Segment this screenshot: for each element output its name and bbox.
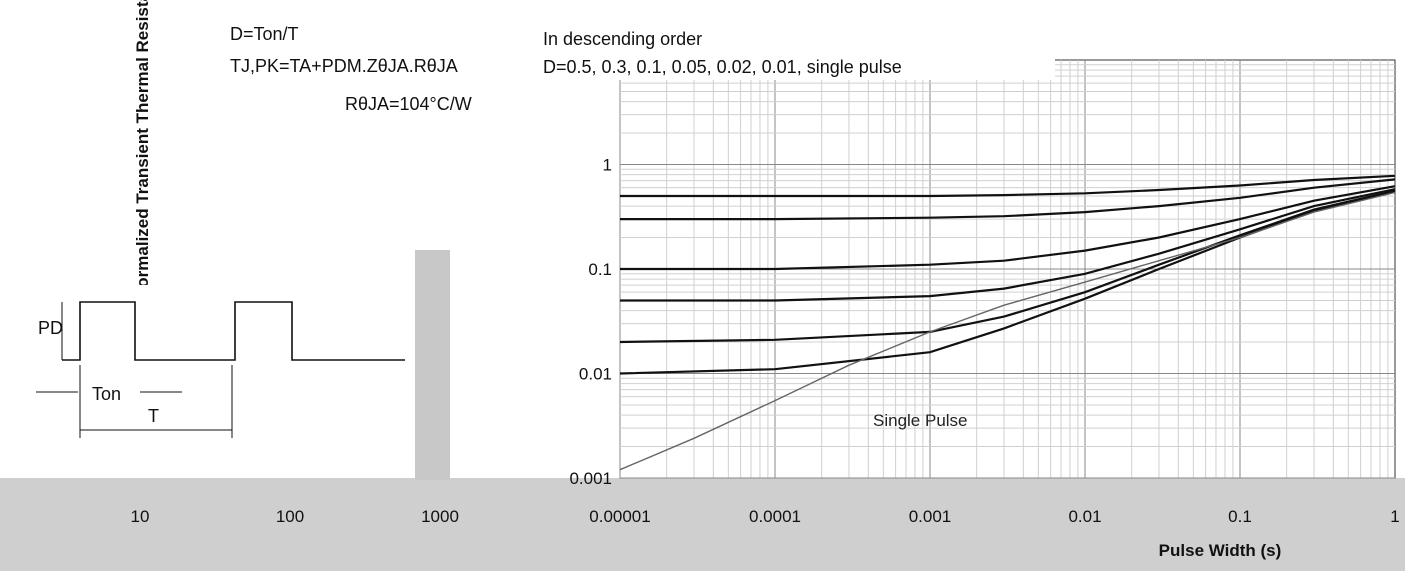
- order-title: In descending order: [543, 29, 702, 49]
- order-list: D=0.5, 0.3, 0.1, 0.05, 0.02, 0.01, singl…: [543, 57, 902, 77]
- series-line-d-0-01: [619, 190, 1396, 375]
- left-axis-tick-label: 1000: [421, 507, 459, 526]
- x-axis-title: Pulse Width (s): [1159, 541, 1282, 560]
- bottom-axis-band: [0, 478, 1405, 571]
- formula-box: [220, 18, 500, 98]
- pulse-waveform: [62, 301, 405, 361]
- series-line-d-0-1: [620, 185, 1396, 271]
- x-tick-label: 0.1: [1228, 507, 1252, 526]
- x-tick-label: 0.001: [909, 507, 952, 526]
- x-tick-label: 0.00001: [589, 507, 650, 526]
- x-tick-label: 0.01: [1068, 507, 1101, 526]
- order-box: [535, 18, 1055, 80]
- y-tick-label: 0.1: [588, 260, 612, 279]
- inset-ton-label: Ton: [92, 384, 121, 404]
- x-tick-label: 1: [1390, 507, 1399, 526]
- series-line-single-pulse: [619, 191, 1396, 471]
- series-line-d-0-3: [620, 178, 1396, 221]
- y-axis-title: Normalized Transient Thermal Resistance: [133, 0, 152, 300]
- left-axis-tick-label: 100: [276, 507, 304, 526]
- x-tick-label: 0.0001: [749, 507, 801, 526]
- inset-pd-label: PD: [38, 318, 63, 338]
- single-pulse-label: Single Pulse: [873, 411, 968, 430]
- left-axis-tick-labels: 10 100 1000: [131, 507, 459, 526]
- left-axis-tick-label: 10: [131, 507, 150, 526]
- y-tick-label: 0.001: [569, 469, 612, 488]
- pulse-train-inset: PD Ton T: [18, 285, 413, 460]
- duty-definition: D=Ton/T: [230, 24, 299, 44]
- series-group: [619, 174, 1396, 471]
- series-line-d-0-02: [619, 189, 1396, 344]
- inset-t-label: T: [148, 406, 159, 426]
- rtheta-value: RθJA=104°C/W: [345, 94, 472, 114]
- inset-frame: [18, 285, 413, 460]
- y-tick-label: 1: [603, 156, 612, 175]
- series-line-d-0-05: [620, 188, 1396, 302]
- x-tick-labels: 0.00001 0.0001 0.001 0.01 0.1 1: [589, 507, 1399, 526]
- y-tick-label: 0.01: [579, 365, 612, 384]
- junction-formula: TJ,PK=TA+PDM.ZθJA.RθJA: [230, 56, 458, 76]
- series-line-d-0-5: [620, 174, 1396, 198]
- left-gray-strip: [415, 250, 450, 480]
